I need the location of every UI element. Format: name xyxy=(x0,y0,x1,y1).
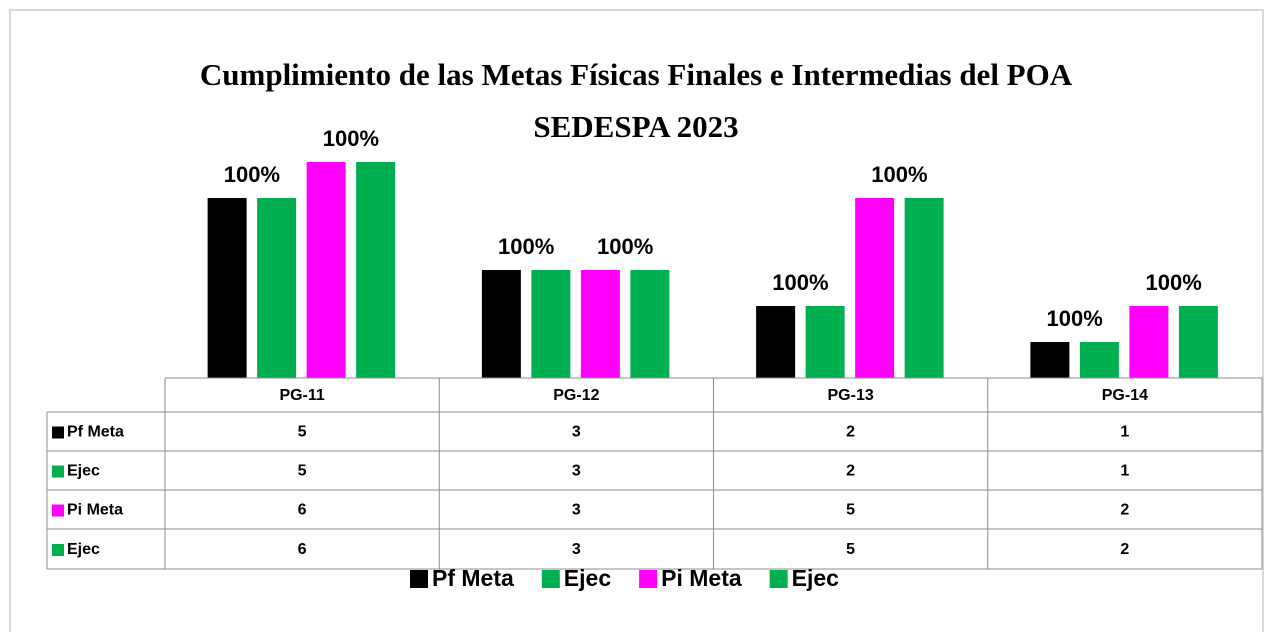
table-cell: 5 xyxy=(298,424,307,441)
table-legend-key xyxy=(52,544,64,556)
bar xyxy=(257,198,297,378)
bar xyxy=(855,198,895,378)
table-cell: 3 xyxy=(572,502,581,519)
bar xyxy=(904,198,944,378)
bar xyxy=(531,270,571,378)
bar xyxy=(630,270,670,378)
table-legend-key xyxy=(52,465,64,478)
bar xyxy=(1030,342,1070,378)
bar xyxy=(1129,306,1169,378)
table-cell: 6 xyxy=(298,502,307,519)
table-cell: 5 xyxy=(846,502,855,519)
table-cell: 2 xyxy=(846,463,855,480)
table-cell: 2 xyxy=(1120,541,1129,558)
x-tick-label: PG-13 xyxy=(828,387,874,404)
data-label: 100% xyxy=(1046,306,1102,331)
table-cell: 1 xyxy=(1120,463,1129,480)
bar xyxy=(580,270,620,378)
bar xyxy=(481,270,521,378)
data-label: 100% xyxy=(498,234,554,259)
data-label: 100% xyxy=(1145,270,1201,295)
chart-subtitle: SEDESPA 2023 xyxy=(533,109,738,144)
table-legend-key xyxy=(52,426,64,439)
bar xyxy=(1178,306,1218,378)
legend-key xyxy=(541,570,560,588)
table-cell: 3 xyxy=(572,424,581,441)
table-row-label: Pi Meta xyxy=(67,502,123,519)
data-label: 100% xyxy=(772,270,828,295)
legend-key xyxy=(769,570,788,588)
table-cell: 1 xyxy=(1120,424,1129,441)
data-label: 100% xyxy=(871,162,927,187)
bar xyxy=(356,162,396,378)
table-legend-key xyxy=(52,504,64,517)
table-cell: 5 xyxy=(298,463,307,480)
data-label: 100% xyxy=(597,234,653,259)
bar xyxy=(207,198,247,378)
table-row-label: Ejec xyxy=(67,541,100,558)
bar xyxy=(1079,342,1119,378)
bar xyxy=(306,162,346,378)
table-cell: 6 xyxy=(298,541,307,558)
legend-key xyxy=(410,570,428,588)
table-cell: 2 xyxy=(1120,502,1129,519)
x-tick-label: PG-14 xyxy=(1102,387,1148,404)
chart-title: Cumplimiento de las Metas Físicas Finale… xyxy=(200,57,1073,92)
x-tick-label: PG-11 xyxy=(279,387,324,404)
bar xyxy=(756,306,796,378)
legend-key xyxy=(639,570,658,588)
legend-label: Ejec xyxy=(792,565,840,591)
table-row-label: Pf Meta xyxy=(67,424,124,441)
table-cell: 3 xyxy=(572,541,581,558)
table-row-label: Ejec xyxy=(67,463,100,480)
legend-label: Pf Meta xyxy=(432,565,514,591)
legend-label: Ejec xyxy=(564,565,612,591)
data-label: 100% xyxy=(323,126,379,151)
bar xyxy=(805,306,845,378)
table-cell: 3 xyxy=(572,463,581,480)
x-tick-label: PG-12 xyxy=(553,387,599,404)
legend-label: Pi Meta xyxy=(661,565,742,591)
data-label: 100% xyxy=(224,162,280,187)
table-cell: 5 xyxy=(846,541,855,558)
table-cell: 2 xyxy=(846,424,855,441)
